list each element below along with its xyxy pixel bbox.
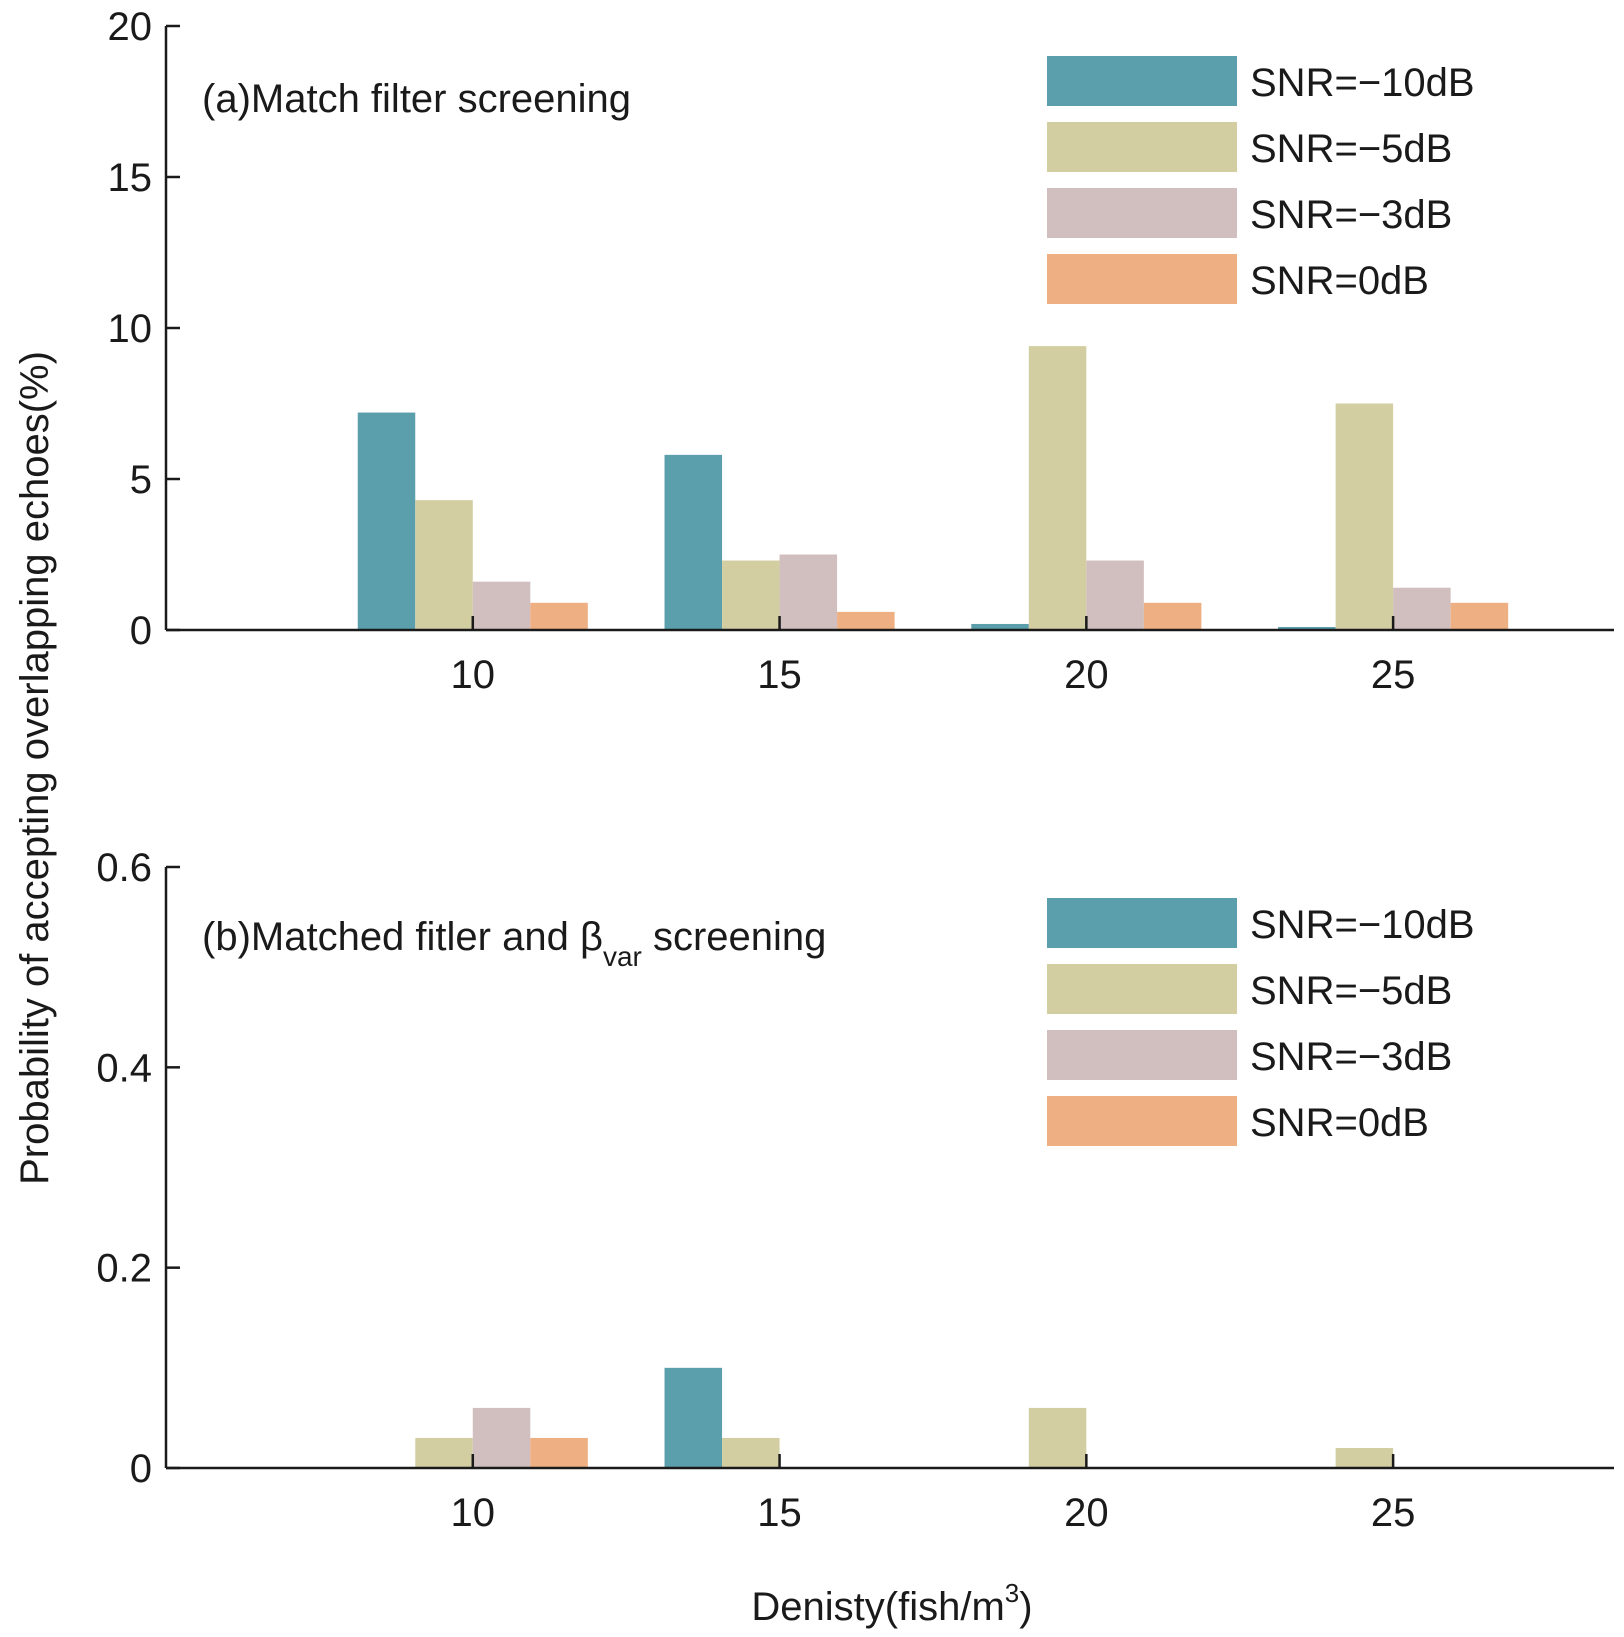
panel-a-bar-20-series-4 (1143, 602, 1202, 630)
panel-a-y-tick-label: 15 (108, 156, 153, 200)
panel-b-legend-label-4: SNR=0dB (1250, 1101, 1429, 1145)
panel-a-bar-10-series-1 (357, 412, 416, 630)
x-axis-label: Denisty(fish/m3) (751, 1578, 1032, 1629)
panel-a-bar-10-series-2 (415, 500, 473, 630)
panel-b-legend-swatch-3 (1047, 1030, 1237, 1080)
panel-b-bar-10-series-4 (530, 1437, 588, 1468)
panel-a-legend-swatch-2 (1047, 122, 1237, 172)
panel-a-bar-15-series-4 (837, 611, 895, 630)
panel-b-legend-swatch-1 (1047, 898, 1237, 948)
panel-a-legend-swatch-4 (1047, 254, 1237, 304)
panel-a-bar-15-series-3 (779, 554, 838, 630)
panel-a-legend: SNR=−10dB SNR=−5dB SNR=−3dB SNR=0dB (1047, 56, 1475, 304)
panel-b-bars (415, 1367, 1394, 1468)
panel-a-bar-15-series-1 (664, 454, 723, 630)
panel-b-legend: SNR=−10dB SNR=−5dB SNR=−3dB SNR=0dB (1047, 898, 1475, 1146)
panel-a-y-tick-label: 5 (130, 458, 152, 502)
panel-b-legend-swatch-2 (1047, 964, 1237, 1014)
panel-b-x-tick-label: 15 (757, 1491, 802, 1535)
panel-b-x-tick-label: 10 (451, 1491, 496, 1535)
panel-b-legend-swatch-4 (1047, 1096, 1237, 1146)
panel-b: 0 0.2 0.4 0.6 10 15 20 25 (b)Matched fitler and… (96, 846, 1614, 1535)
panel-b-x-tick-label: 20 (1064, 1491, 1109, 1535)
panel-a-bar-20-series-3 (1086, 560, 1144, 630)
panel-b-bar-10-series-3 (472, 1407, 531, 1468)
panel-a-bar-15-series-2 (722, 560, 780, 630)
panel-a-bars (357, 346, 1509, 630)
panel-a-legend-label-2: SNR=−5dB (1250, 127, 1452, 171)
panel-b-axes: 0 0.2 0.4 0.6 10 15 20 25 (96, 846, 1614, 1535)
panel-a-axes: 0 5 10 15 20 10 15 20 25 (108, 5, 1614, 697)
panel-a-bar-10-series-4 (530, 602, 588, 630)
panel-a-legend-label-1: SNR=−10dB (1250, 61, 1475, 105)
panel-a-legend-swatch-3 (1047, 188, 1237, 238)
panel-a-bar-25-series-1 (1278, 626, 1336, 630)
panel-b-title: (b)Matched fitler and βvar screening (202, 915, 826, 972)
panel-a-x-tick-label: 15 (757, 653, 802, 697)
panel-a-y-tick-label: 0 (130, 609, 152, 653)
panel-b-bar-10-series-2 (415, 1437, 473, 1468)
panel-a-x-tick-label: 25 (1371, 653, 1416, 697)
panel-a-x-tick-label: 10 (451, 653, 496, 697)
panel-b-y-tick-label: 0.2 (96, 1247, 152, 1291)
panel-a: 0 5 10 15 20 10 15 20 25 (a)Match filter screeni… (108, 5, 1614, 697)
panel-b-bar-15-series-1 (664, 1367, 723, 1468)
panel-a-legend-label-3: SNR=−3dB (1250, 193, 1452, 237)
panel-a-bar-25-series-2 (1335, 403, 1394, 630)
panel-a-bar-25-series-4 (1450, 602, 1509, 630)
panel-a-x-tick-label: 20 (1064, 653, 1109, 697)
panel-b-bar-20-series-2 (1028, 1407, 1087, 1468)
panel-a-bar-20-series-2 (1028, 346, 1087, 630)
y-axis-label: Probability of accepting overlapping ech… (13, 351, 57, 1185)
panel-a-bar-25-series-3 (1393, 587, 1451, 630)
panel-b-legend-label-2: SNR=−5dB (1250, 969, 1452, 1013)
panel-a-y-tick-label: 20 (108, 5, 153, 49)
panel-b-y-tick-label: 0 (130, 1447, 152, 1491)
panel-a-legend-label-4: SNR=0dB (1250, 259, 1429, 303)
panel-b-y-tick-label: 0.4 (96, 1046, 152, 1090)
panel-b-y-tick-label: 0.6 (96, 846, 152, 890)
panel-a-y-tick-label: 10 (108, 307, 153, 351)
panel-a-legend-swatch-1 (1047, 56, 1237, 106)
panel-b-legend-label-3: SNR=−3dB (1250, 1035, 1452, 1079)
panel-a-bar-20-series-1 (971, 623, 1029, 630)
panel-b-legend-label-1: SNR=−10dB (1250, 903, 1475, 947)
panel-b-bar-15-series-2 (722, 1437, 780, 1468)
panel-a-title: (a)Match filter screening (202, 77, 631, 121)
panel-a-bar-10-series-3 (472, 581, 531, 630)
panel-b-x-tick-label: 25 (1371, 1491, 1416, 1535)
panel-b-bar-25-series-2 (1335, 1447, 1394, 1468)
